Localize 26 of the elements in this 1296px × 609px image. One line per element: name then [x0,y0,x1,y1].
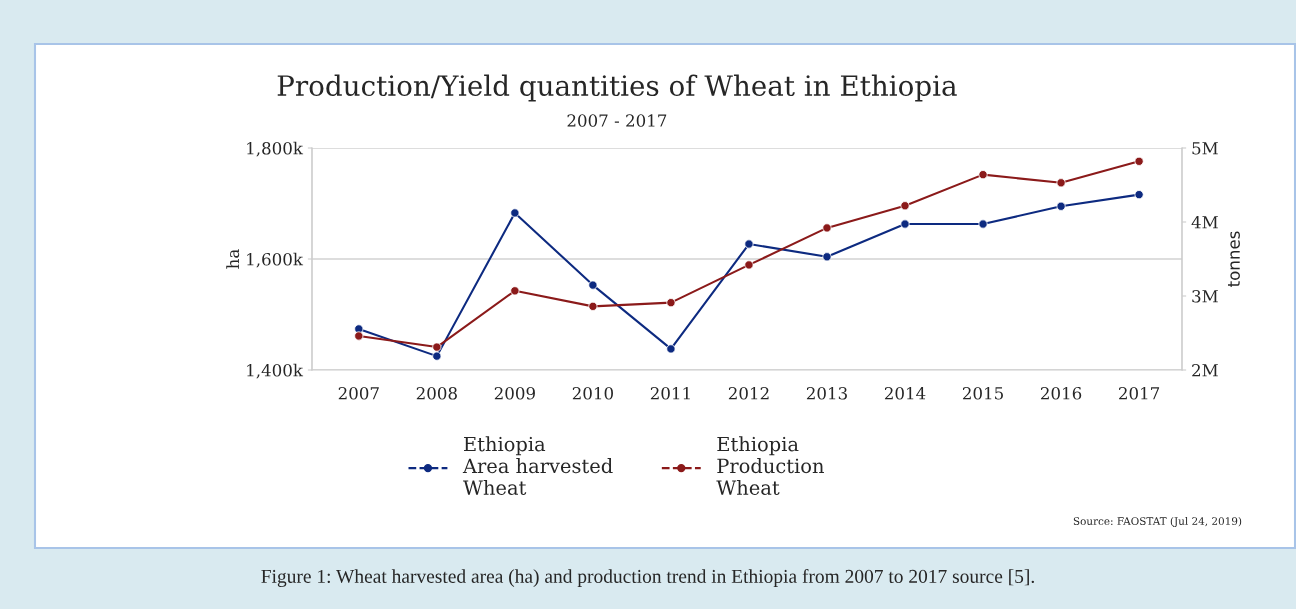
x-tick-label: 2011 [650,386,690,400]
legend-label: Ethiopia Production Wheat [716,436,824,495]
y-tick-label: 1,600k [247,252,304,268]
x-tick-label: 2012 [728,386,769,400]
x-tick-label: 2015 [962,386,1003,400]
y2-axis-title: tonnes [1227,231,1240,287]
chart-title: Production/Yield quantities of Wheat in Ethiopia [277,74,957,102]
y-tick-label: 1,400k [247,363,304,379]
x-tick-label: 2007 [338,386,379,400]
y-axis-title: ha [226,249,240,269]
y2-tick-label: 2M [1192,363,1218,377]
y2-tick-label: 4M [1191,215,1218,229]
x-tick-label: 2013 [806,386,847,400]
y2-tick-label: 3M [1192,289,1218,303]
x-tick-label: 2014 [884,386,926,400]
x-tick-label: 2009 [494,386,535,400]
x-tick-label: 2008 [416,386,457,400]
y-tick-label: 1,800k [247,141,304,157]
x-tick-label: 2017 [1119,386,1160,400]
chart-subtitle: 2007 - 2017 [567,114,667,127]
caption: Figure 1: Wheat harvested area (ha) and production trend in Ethiopia from 2007 to 2017 source [5]. [261,569,1034,587]
legend-label: Ethiopia Area harvested Wheat [462,436,613,495]
x-tick-label: 2010 [572,386,613,400]
x-tick-label: 2016 [1040,386,1082,400]
y2-tick-label: 5M [1192,142,1218,155]
source-note: Source: FAOSTAT (Jul 24, 2019) [1073,516,1242,528]
